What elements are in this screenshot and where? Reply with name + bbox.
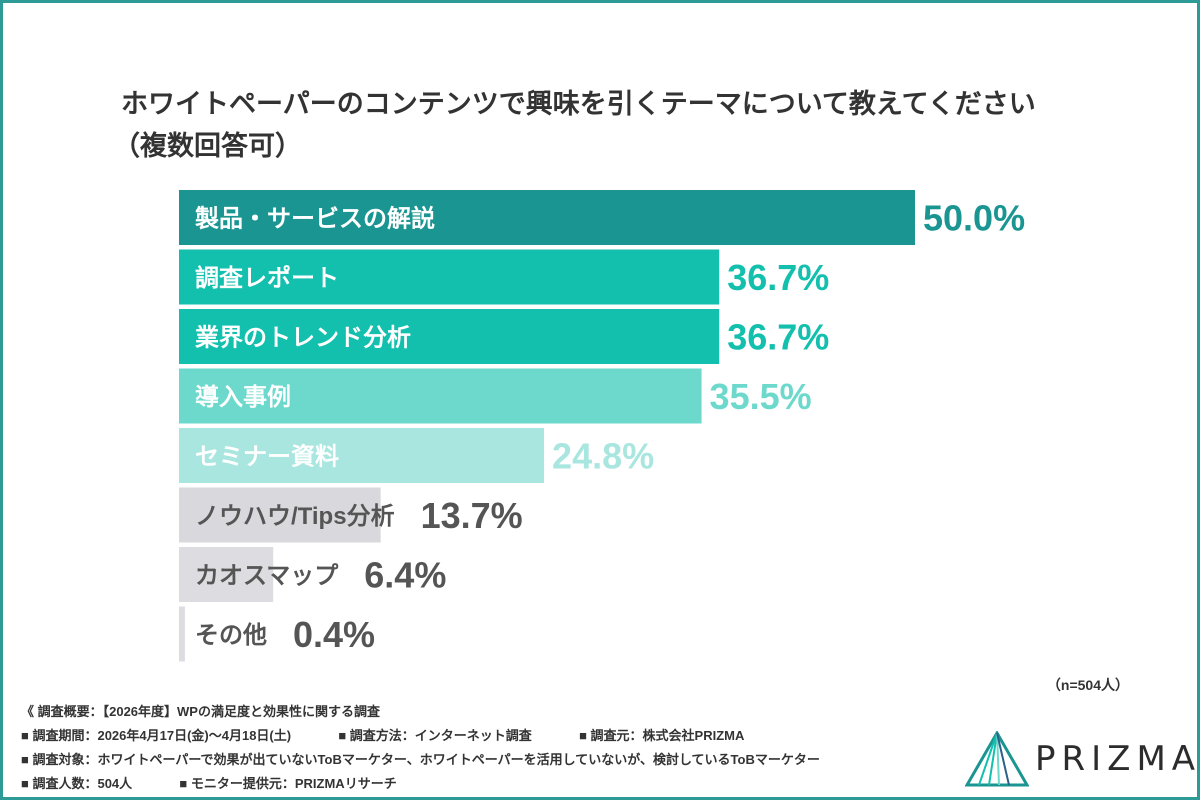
sample-size-note: （n=504人） [1046, 677, 1129, 693]
value-label-1: 50.0% [923, 198, 1025, 239]
value-label-6: 13.7% [421, 495, 523, 536]
value-label-3: 36.7% [727, 317, 829, 358]
survey-title: 《 調査概要：【2026年度】WPの満足度と効果性に関する調査 [21, 704, 380, 719]
value-label-2: 36.7% [727, 257, 829, 298]
bar-7 [179, 547, 274, 602]
value-label-4: 35.5% [710, 376, 812, 417]
prizma-logo-text: PRIZMA [1035, 739, 1200, 779]
value-label-8: 0.4% [293, 614, 375, 655]
bar-1 [179, 190, 915, 245]
title-line-1: ホワイトペーパーのコンテンツで興味を引くテーマについて教えてください [121, 89, 1036, 119]
survey-period: ■ 調査期間：2026年4月17日(金)〜4月18日(土) [21, 728, 292, 743]
bar-label-7: カオスマップ [195, 563, 339, 590]
bar-chart: 製品・サービスの解説調査レポート業界のトレンド分析導入事例セミナー資料ノウハウ/… [179, 190, 1025, 662]
survey-method: ■ 調査方法：インターネット調査 [338, 728, 532, 743]
bar-label-5: セミナー資料 [195, 444, 339, 471]
title-line-2: （複数回答可） [113, 131, 302, 161]
survey-monitor: ■ モニター提供元：PRIZMAリサーチ [179, 776, 397, 791]
bar-label-1: 製品・サービスの解説 [195, 205, 435, 233]
survey-source: ■ 調査元：株式会社PRIZMA [579, 728, 745, 743]
survey-period-row: ■ 調査期間：2026年4月17日(金)〜4月18日(土) ■ 調査方法：インタ… [21, 724, 820, 748]
prizma-logo-mark-icon [964, 729, 1030, 787]
bar-label-2: 調査レポート [195, 264, 339, 292]
bar-4 [179, 368, 702, 424]
survey-count: ■ 調査人数：504人 [21, 776, 133, 791]
bar-5 [179, 428, 545, 483]
value-label-5: 24.8% [552, 436, 654, 477]
value-label-7: 6.4% [364, 555, 446, 596]
survey-count-row: ■ 調査人数：504人 ■ モニター提供元：PRIZMAリサーチ [21, 772, 820, 796]
bar-label-4: 導入事例 [195, 383, 291, 411]
survey-target: ■ 調査対象：ホワイトペーパーで効果が出ていないToBマーケター、ホワイトペーパ… [21, 752, 820, 767]
bar-2 [179, 249, 720, 305]
bar-label-6: ノウハウ/Tips分析 [195, 503, 395, 530]
bar-6 [179, 487, 381, 543]
bar-label-8: その他 [195, 622, 267, 649]
bar-label-3: 業界のトレンド分析 [195, 325, 411, 352]
bar-8 [179, 606, 185, 662]
survey-overview: 《 調査概要：【2026年度】WPの満足度と効果性に関する調査 ■ 調査期間：2… [21, 700, 820, 796]
prizma-logo: PRIZMA [964, 729, 1195, 787]
bar-3 [179, 309, 720, 364]
chart-title: ホワイトペーパーのコンテンツで興味を引くテーマについて教えてください （複数回答… [113, 83, 1121, 167]
